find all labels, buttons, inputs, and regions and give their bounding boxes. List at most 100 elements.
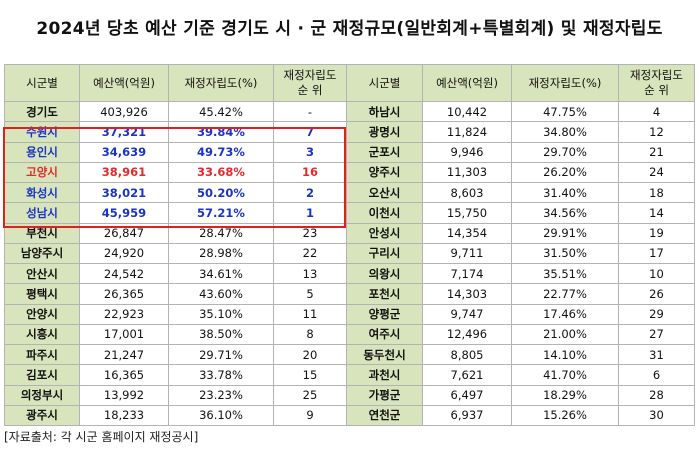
- right-budget-cell: 9,747: [422, 303, 512, 325]
- left-name-cell: 파주시: [4, 343, 80, 366]
- left-ratio-cell: 35.10%: [168, 303, 274, 325]
- left-ratio-cell: 38.50%: [168, 323, 274, 346]
- table-row: 고양시 38,961 33.68% 16 양주시 11,303 26.20% 24: [4, 161, 695, 184]
- right-rank-cell: 24: [618, 161, 695, 184]
- right-name-cell: 양주시: [346, 161, 423, 184]
- table-row: 파주시 21,247 29.71% 20 동두천시 8,805 14.10% 31: [4, 343, 695, 366]
- left-rank-cell: 11: [273, 303, 347, 325]
- left-name-cell: 성남시: [4, 202, 80, 224]
- right-budget-cell: 12,496: [422, 323, 512, 346]
- right-budget-cell: 14,303: [422, 283, 512, 305]
- right-rank-cell: 6: [618, 364, 695, 386]
- left-name-cell: 광주시: [4, 404, 80, 427]
- budget-table-wrapper: 시군별 예산액(억원) 재정자립도(%) 재정자립도 순 위 시군별 예산액(억원…: [4, 64, 695, 427]
- left-budget-cell: 26,365: [79, 283, 169, 305]
- right-name-cell: 광명시: [346, 121, 423, 143]
- table-row: 의정부시 13,992 23.23% 25 가평군 6,497 18.29% 28: [4, 384, 695, 406]
- rank-header-line1: 재정자립도: [630, 68, 683, 82]
- left-name-cell: 부천시: [4, 222, 80, 244]
- left-budget-cell: 17,001: [79, 323, 169, 346]
- left-rank-cell: 5: [273, 283, 347, 305]
- table-row: 성남시 45,959 57.21% 1 이천시 15,750 34.56% 14: [4, 202, 695, 224]
- left-rank-cell: 20: [273, 343, 347, 366]
- table-row: 시흥시 17,001 38.50% 8 여주시 12,496 21.00% 27: [4, 323, 695, 346]
- header-ratio-right: 재정자립도(%): [511, 64, 619, 102]
- right-budget-cell: 9,946: [422, 141, 512, 163]
- source-note: [자료출처: 각 시군 홈페이지 재정공시]: [4, 430, 199, 444]
- right-ratio-cell: 47.75%: [511, 100, 619, 123]
- left-rank-cell: 1: [273, 202, 347, 224]
- header-rank-left: 재정자립도 순 위: [273, 64, 347, 102]
- left-ratio-cell: 45.42%: [168, 100, 274, 123]
- left-name-cell: 김포시: [4, 364, 80, 386]
- left-budget-cell: 38,961: [79, 161, 169, 184]
- left-budget-cell: 26,847: [79, 222, 169, 244]
- right-name-cell: 여주시: [346, 323, 423, 346]
- right-name-cell: 연천군: [346, 404, 423, 427]
- left-ratio-cell: 33.78%: [168, 364, 274, 386]
- left-budget-cell: 24,542: [79, 262, 169, 285]
- right-name-cell: 포천시: [346, 283, 423, 305]
- left-ratio-cell: 34.61%: [168, 262, 274, 285]
- table-row: 안양시 22,923 35.10% 11 양평군 9,747 17.46% 29: [4, 303, 695, 325]
- right-name-cell: 군포시: [346, 141, 423, 163]
- table-row: 경기도 403,926 45.42% - 하남시 10,442 47.75% 4: [4, 100, 695, 123]
- table-row: 광주시 18,233 36.10% 9 연천군 6,937 15.26% 30: [4, 404, 695, 427]
- right-ratio-cell: 29.91%: [511, 222, 619, 244]
- left-rank-cell: 7: [273, 121, 347, 143]
- right-budget-cell: 6,497: [422, 384, 512, 406]
- right-rank-cell: 31: [618, 343, 695, 366]
- page-title: 2024년 당초 예산 기준 경기도 시 · 군 재정규모(일반회계+특별회계)…: [36, 18, 663, 39]
- right-ratio-cell: 18.29%: [511, 384, 619, 406]
- right-ratio-cell: 31.50%: [511, 242, 619, 265]
- right-rank-cell: 26: [618, 283, 695, 305]
- left-budget-cell: 22,923: [79, 303, 169, 325]
- right-name-cell: 구리시: [346, 242, 423, 265]
- right-name-cell: 이천시: [346, 202, 423, 224]
- header-name-left: 시군별: [4, 64, 80, 102]
- right-budget-cell: 8,805: [422, 343, 512, 366]
- right-name-cell: 가평군: [346, 384, 423, 406]
- left-rank-cell: 2: [273, 181, 347, 204]
- right-rank-cell: 28: [618, 384, 695, 406]
- left-budget-cell: 13,992: [79, 384, 169, 406]
- left-name-cell: 안산시: [4, 262, 80, 285]
- right-ratio-cell: 14.10%: [511, 343, 619, 366]
- left-budget-cell: 37,321: [79, 121, 169, 143]
- left-budget-cell: 34,639: [79, 141, 169, 163]
- table-row: 평택시 26,365 43.60% 5 포천시 14,303 22.77% 26: [4, 283, 695, 305]
- left-rank-cell: 13: [273, 262, 347, 285]
- right-ratio-cell: 17.46%: [511, 303, 619, 325]
- right-ratio-cell: 21.00%: [511, 323, 619, 346]
- left-rank-cell: 23: [273, 222, 347, 244]
- table-row: 부천시 26,847 28.47% 23 안성시 14,354 29.91% 19: [4, 222, 695, 244]
- left-name-cell: 남양주시: [4, 242, 80, 265]
- table-row: 안산시 24,542 34.61% 13 의왕시 7,174 35.51% 10: [4, 262, 695, 285]
- right-budget-cell: 7,621: [422, 364, 512, 386]
- right-ratio-cell: 34.56%: [511, 202, 619, 224]
- left-name-cell: 안양시: [4, 303, 80, 325]
- header-rank-right: 재정자립도 순 위: [618, 64, 695, 102]
- left-rank-cell: 8: [273, 323, 347, 346]
- left-budget-cell: 45,959: [79, 202, 169, 224]
- right-ratio-cell: 35.51%: [511, 262, 619, 285]
- right-budget-cell: 11,824: [422, 121, 512, 143]
- table-row: 용인시 34,639 49.73% 3 군포시 9,946 29.70% 21: [4, 141, 695, 163]
- left-ratio-cell: 28.47%: [168, 222, 274, 244]
- right-rank-cell: 29: [618, 303, 695, 325]
- left-budget-cell: 38,021: [79, 181, 169, 204]
- left-rank-cell: 3: [273, 141, 347, 163]
- right-name-cell: 의왕시: [346, 262, 423, 285]
- left-rank-cell: -: [273, 100, 347, 123]
- left-budget-cell: 18,233: [79, 404, 169, 427]
- right-rank-cell: 14: [618, 202, 695, 224]
- table-row: 수원시 37,321 39.84% 7 광명시 11,824 34.80% 12: [4, 121, 695, 143]
- left-ratio-cell: 57.21%: [168, 202, 274, 224]
- right-ratio-cell: 26.20%: [511, 161, 619, 184]
- left-name-cell: 화성시: [4, 181, 80, 204]
- right-ratio-cell: 41.70%: [511, 364, 619, 386]
- right-rank-cell: 10: [618, 262, 695, 285]
- header-ratio-left: 재정자립도(%): [168, 64, 274, 102]
- left-budget-cell: 21,247: [79, 343, 169, 366]
- left-ratio-cell: 29.71%: [168, 343, 274, 366]
